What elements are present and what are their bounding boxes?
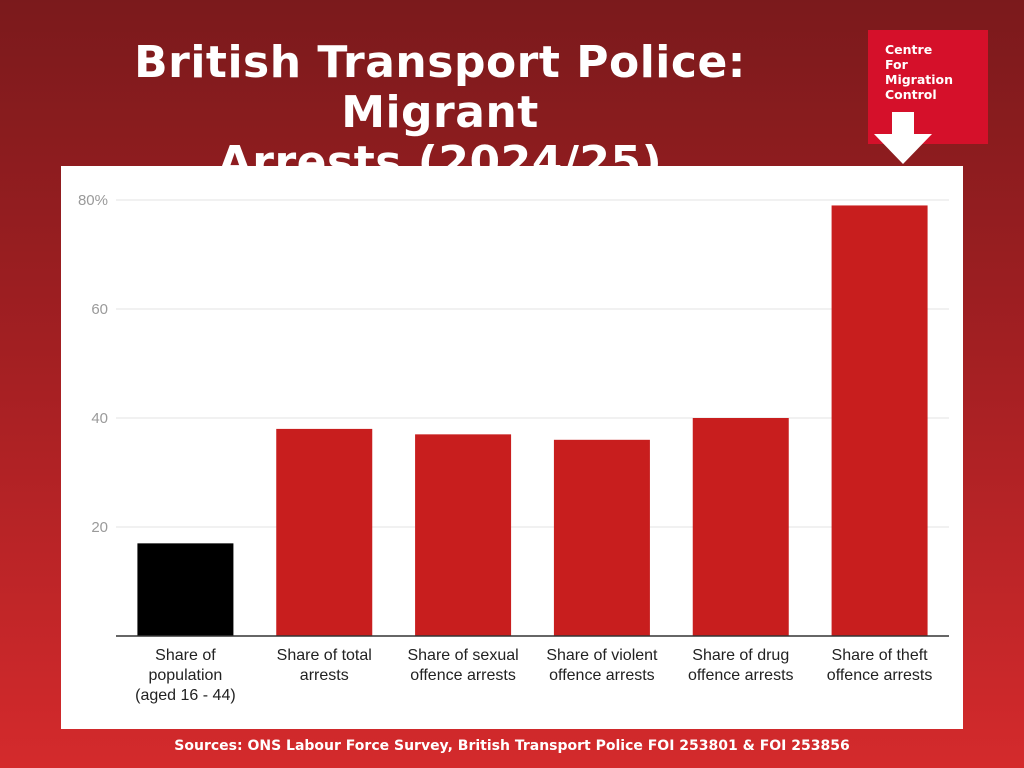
x-tick-label: offence arrests	[410, 667, 516, 684]
title-line-1: British Transport Police: Migrant	[134, 37, 746, 138]
chart-panel: 20 40 60 80% Share of population (aged 16 - 44…	[61, 166, 963, 729]
bar	[415, 434, 512, 636]
chart-title: British Transport Police: Migrant Arrest…	[40, 38, 840, 188]
x-tick-label: Share of total	[277, 647, 372, 664]
bar	[553, 439, 650, 636]
bar	[276, 428, 373, 636]
y-tick-label: 80%	[78, 192, 108, 209]
y-tick-label: 20	[91, 519, 108, 536]
y-tick-label: 60	[91, 301, 108, 318]
x-tick-label: Share of theft	[832, 647, 929, 664]
logo-line: For	[885, 57, 908, 72]
x-tick-label: Share of drug	[692, 647, 789, 664]
x-tick-label: offence arrests	[688, 667, 794, 684]
x-tick-label: offence arrests	[827, 667, 933, 684]
bar	[137, 543, 234, 636]
x-tick-label: (aged 16 - 44)	[135, 687, 236, 704]
x-tick-label: arrests	[300, 667, 349, 684]
logo-line: Migration	[885, 72, 954, 87]
x-tick-label: population	[148, 667, 222, 684]
bar	[692, 418, 789, 636]
logo-text: Centre For Migration Control	[885, 42, 953, 102]
x-tick-label: Share of violent	[546, 647, 658, 664]
logo-line: Centre	[885, 42, 933, 57]
x-tick-label: offence arrests	[549, 667, 655, 684]
x-tick-label: Share of	[155, 647, 216, 664]
bar	[831, 205, 928, 636]
y-tick-label: 40	[91, 410, 108, 427]
down-arrow-icon	[874, 112, 932, 164]
x-tick-label: Share of sexual	[407, 647, 518, 664]
centre-for-migration-control-logo: Centre For Migration Control	[868, 30, 988, 164]
bar-chart: 20 40 60 80% Share of population (aged 16 - 44…	[78, 192, 949, 704]
sources-note: Sources: ONS Labour Force Survey, Britis…	[174, 738, 850, 754]
logo-line: Control	[885, 87, 937, 102]
